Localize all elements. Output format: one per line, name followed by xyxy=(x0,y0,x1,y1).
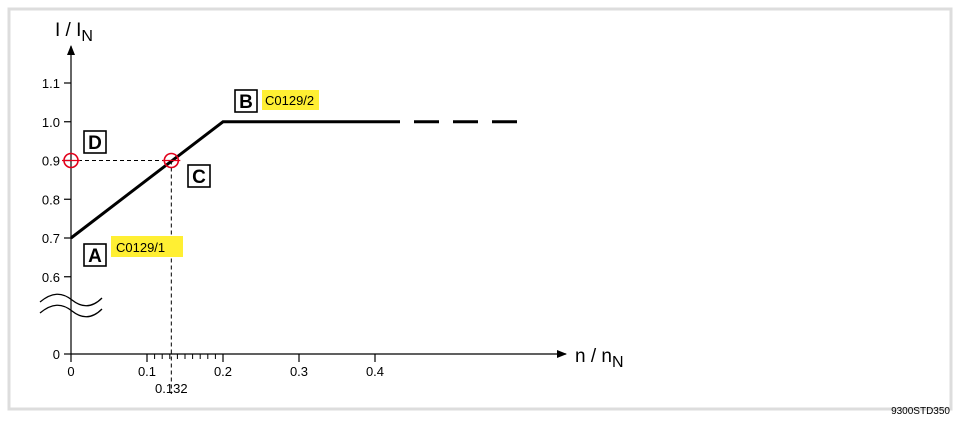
x-tick-label: 0 xyxy=(67,364,74,379)
y-tick-label: 1.0 xyxy=(42,115,60,130)
axis-break-symbol xyxy=(39,293,103,318)
series-line-1 xyxy=(70,120,375,240)
point-d: D xyxy=(83,130,107,154)
point-b-tag-highlight xyxy=(262,90,319,110)
x-extra-label: 0.132 xyxy=(155,381,188,396)
point-d-box xyxy=(83,130,107,154)
point-b-label: B xyxy=(239,92,253,113)
point-b: B C0129/2 xyxy=(234,89,319,113)
point-a-tag-highlight xyxy=(111,236,183,257)
x-axis-label: n / nN xyxy=(575,346,624,371)
point-b-tag: C0129/2 xyxy=(265,93,314,108)
figure-id: 9300STD350 xyxy=(891,406,950,417)
point-a-label: A xyxy=(88,246,102,267)
reference-lines xyxy=(71,160,172,394)
y-tick-label: 0.8 xyxy=(42,192,60,207)
y-tick-label: 0.9 xyxy=(42,154,60,169)
point-c-label: C xyxy=(192,167,206,188)
point-a: A C0129/1 xyxy=(83,236,183,267)
point-c-box xyxy=(187,164,211,188)
y-tick-label: 0.6 xyxy=(42,270,60,285)
x-tick-label: 0.4 xyxy=(366,364,384,379)
y-tick-label: 0.7 xyxy=(42,231,60,246)
y-tick-label: 0 xyxy=(53,347,60,362)
y-tick-group: 1.1 1.0 0.9 0.8 0.7 0.6 0 xyxy=(42,76,71,362)
point-c: C xyxy=(187,164,211,188)
y-axis-label: I / IN xyxy=(55,20,93,45)
point-a-box xyxy=(83,243,107,267)
point-d-label: D xyxy=(88,133,102,154)
x-tick-label: 0.2 xyxy=(214,364,232,379)
y-tick-label: 1.1 xyxy=(42,76,60,91)
x-tick-group: 0 0.1 0.2 0.3 0.4 xyxy=(67,354,384,379)
x-tick-label: 0.1 xyxy=(138,364,156,379)
series-layer xyxy=(70,120,527,240)
point-b-box xyxy=(234,89,258,113)
point-a-tag: C0129/1 xyxy=(116,240,165,255)
x-tick-label: 0.3 xyxy=(290,364,308,379)
marker-layer xyxy=(62,152,181,169)
